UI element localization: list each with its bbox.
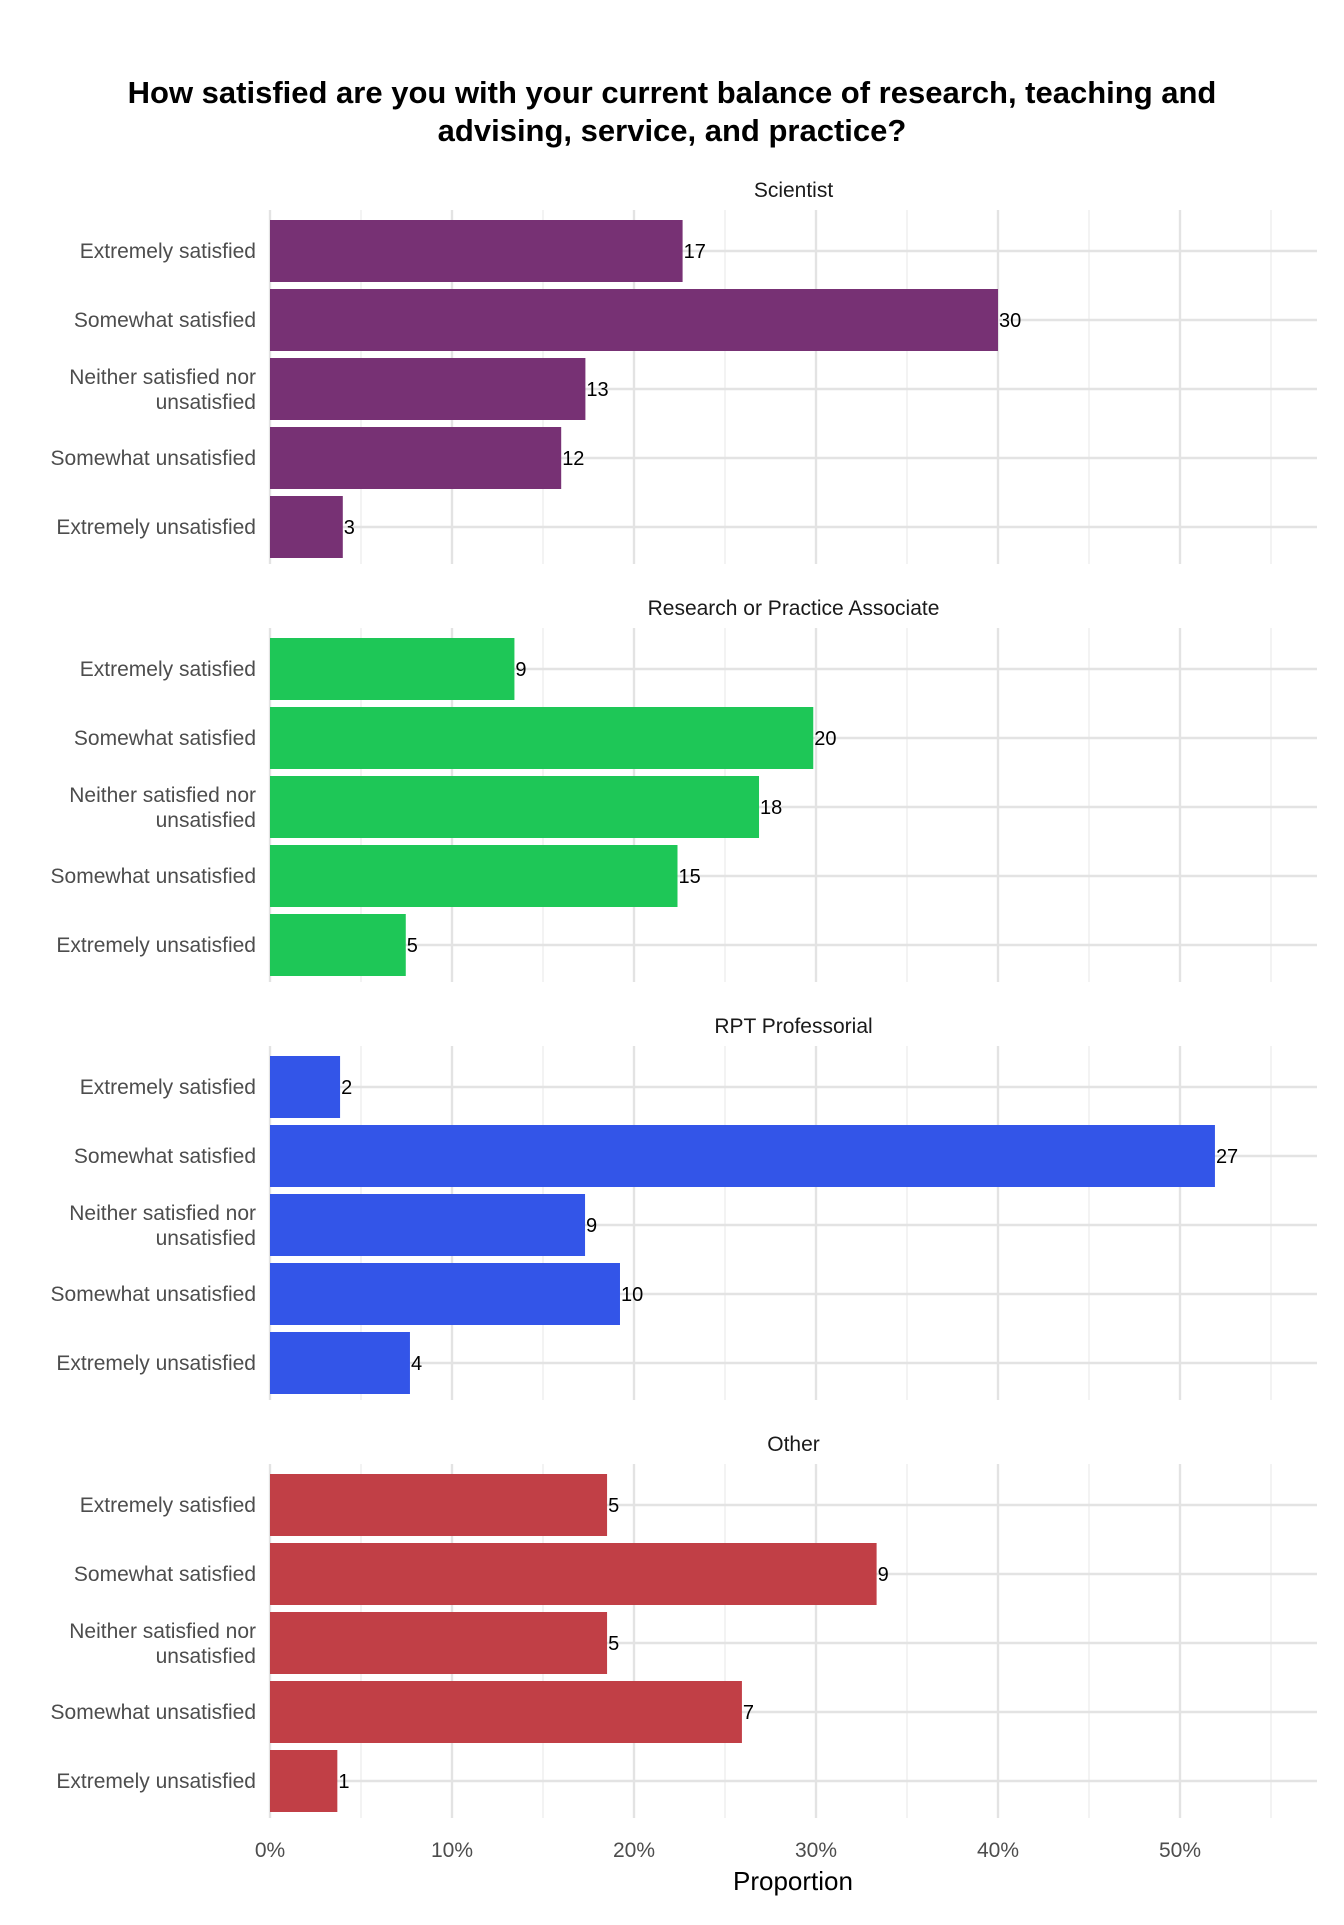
bar (270, 220, 683, 282)
category-tick-label: Extremely satisfied (80, 240, 256, 263)
x-tick-label: 20% (613, 1839, 655, 1862)
category-tick-label: Extremely unsatisfied (56, 934, 256, 957)
bar (270, 1056, 341, 1118)
data-label: 20 (814, 728, 836, 750)
data-label: 5 (407, 935, 418, 957)
category-tick-label: Extremely unsatisfied (56, 1770, 256, 1793)
data-label: 27 (1216, 1146, 1238, 1168)
data-label: 4 (411, 1353, 422, 1375)
bar (270, 914, 406, 976)
category-tick-label: Extremely satisfied (80, 658, 256, 681)
category-tick-label: Neither satisfied nor unsatisfied (69, 1620, 256, 1668)
x-axis-title: Proportion (733, 1866, 853, 1896)
category-tick-label: Somewhat unsatisfied (51, 1701, 256, 1724)
data-label: 2 (341, 1077, 352, 1099)
bar (270, 707, 814, 769)
data-label: 7 (743, 1702, 754, 1724)
bar (270, 1125, 1215, 1187)
bar (270, 776, 760, 838)
panel-title: Research or Practice Associate (648, 597, 940, 620)
category-tick-label: Extremely unsatisfied (56, 1352, 256, 1375)
data-label: 9 (878, 1564, 889, 1586)
data-label: 13 (586, 379, 608, 401)
x-tick-label: 40% (977, 1839, 1019, 1862)
category-tick-label: Somewhat satisfied (74, 309, 256, 332)
data-label: 15 (678, 866, 700, 888)
chart-title-line-2: advising, service, and practice? (438, 113, 907, 148)
panel-0: Scientist 17 Extremely satisfied 30 Somewhat… (51, 179, 1317, 564)
data-label: 10 (621, 1284, 643, 1306)
bar (270, 358, 586, 420)
panel-2: RPT Professorial 2 Extremely satisfied 27 So… (51, 1015, 1317, 1400)
bar (270, 289, 998, 351)
panel-title: Scientist (754, 179, 834, 202)
category-tick-label: Somewhat unsatisfied (51, 447, 256, 470)
panel-title: Other (767, 1433, 820, 1456)
data-label: 5 (608, 1495, 619, 1517)
data-label: 18 (760, 797, 782, 819)
category-tick-label: Neither satisfied nor unsatisfied (69, 366, 256, 414)
bar (270, 1612, 608, 1674)
data-label: 12 (562, 448, 584, 470)
bar (270, 1543, 877, 1605)
bar (270, 1263, 620, 1325)
bar (270, 1332, 410, 1394)
data-label: 3 (344, 517, 355, 539)
data-label: 1 (338, 1771, 349, 1793)
x-tick-label: 50% (1159, 1839, 1201, 1862)
chart-title: How satisfied are you with your current … (128, 75, 1217, 110)
category-tick-label: Extremely satisfied (80, 1076, 256, 1099)
data-label: 5 (608, 1633, 619, 1655)
category-tick-label: Extremely satisfied (80, 1494, 256, 1517)
bar (270, 1681, 742, 1743)
bar (270, 1750, 338, 1812)
category-tick-label: Somewhat satisfied (74, 727, 256, 750)
category-tick-label: Somewhat unsatisfied (51, 865, 256, 888)
category-tick-label: Extremely unsatisfied (56, 516, 256, 539)
category-tick-label: Somewhat satisfied (74, 1145, 256, 1168)
data-label: 9 (515, 659, 526, 681)
bar (270, 496, 343, 558)
category-tick-label: Neither satisfied nor unsatisfied (69, 784, 256, 832)
category-tick-label: Neither satisfied nor unsatisfied (69, 1202, 256, 1250)
bar (270, 427, 562, 489)
bar (270, 1194, 586, 1256)
bar (270, 845, 678, 907)
bar (270, 638, 515, 700)
x-tick-label: 10% (431, 1839, 473, 1862)
x-tick-label: 30% (795, 1839, 837, 1862)
panel-title: RPT Professorial (714, 1015, 872, 1038)
data-label: 9 (586, 1215, 597, 1237)
x-tick-label: 0% (255, 1839, 285, 1862)
category-tick-label: Somewhat satisfied (74, 1563, 256, 1586)
data-label: 30 (999, 310, 1021, 332)
bar (270, 1474, 608, 1536)
panel-3: Other 5 Extremely satisfied 9 Somewhat satis… (51, 1433, 1317, 1818)
panel-1: Research or Practice Associate 9 Extremely… (51, 597, 1317, 982)
category-tick-label: Somewhat unsatisfied (51, 1283, 256, 1306)
data-label: 17 (684, 241, 706, 263)
